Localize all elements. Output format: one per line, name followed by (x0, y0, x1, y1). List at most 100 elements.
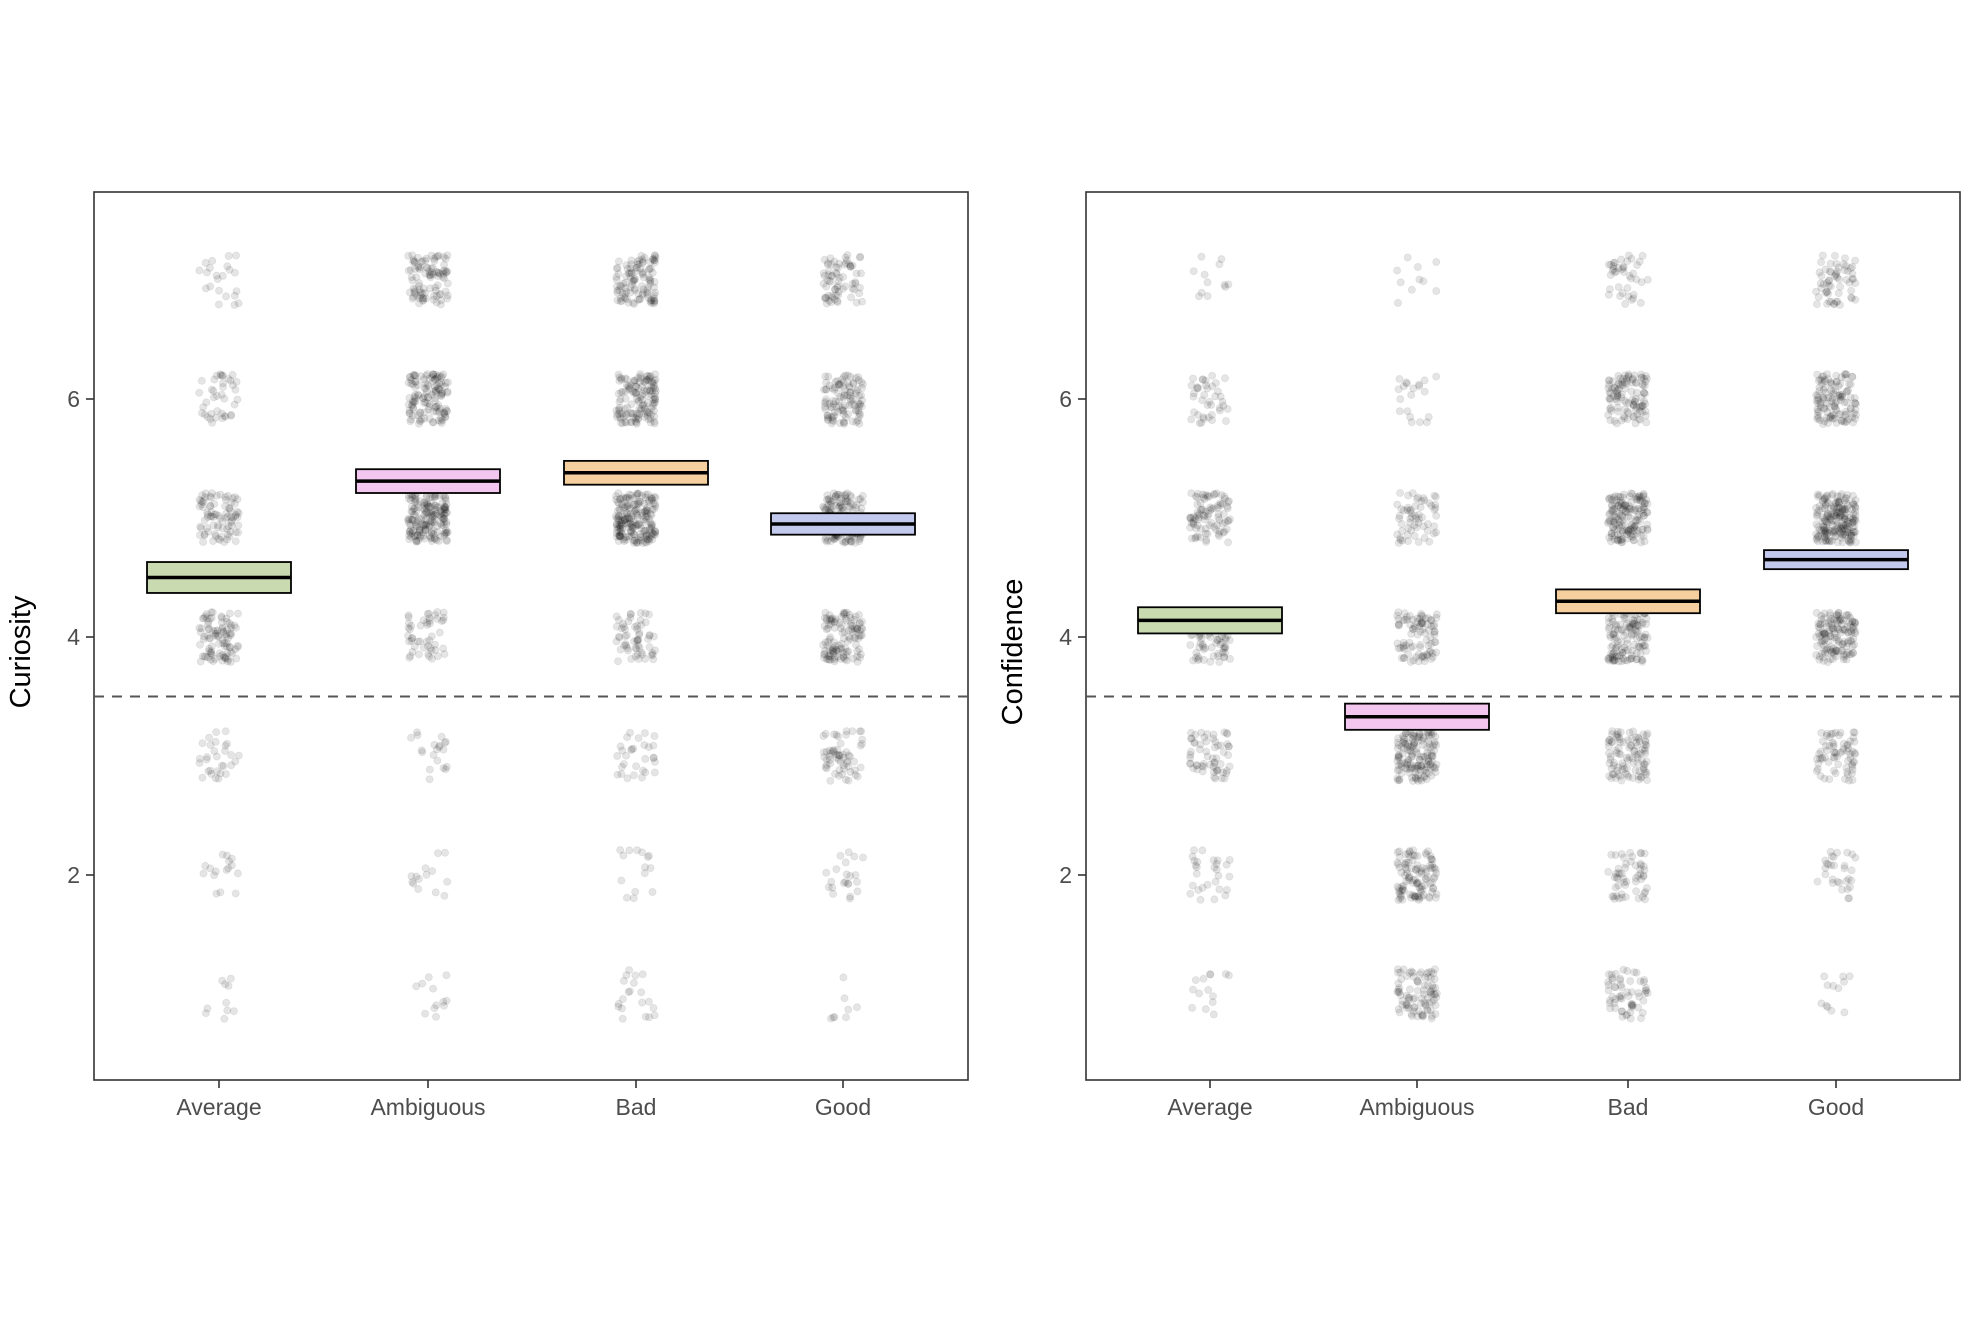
point-bad-5 (623, 514, 632, 523)
point-good-5 (1828, 491, 1837, 500)
point-ambiguous-5 (422, 520, 431, 529)
point-average-3 (220, 747, 229, 756)
point-good-6 (1838, 392, 1847, 401)
point-average-1 (1206, 970, 1215, 979)
point-ambiguous-6 (433, 381, 442, 390)
point-ambiguous-5 (410, 532, 419, 541)
point-ambiguous-6 (409, 403, 418, 412)
point-ambiguous-6 (431, 370, 440, 379)
point-good-3 (1825, 775, 1834, 784)
point-average-6 (218, 371, 227, 380)
point-ambiguous-6 (410, 371, 419, 380)
point-average-4 (199, 614, 208, 623)
point-good-4 (831, 615, 840, 624)
point-bad-5 (1604, 519, 1613, 528)
point-ambiguous-2 (408, 878, 417, 887)
point-average-5 (203, 513, 212, 522)
point-bad-1 (631, 971, 640, 980)
point-average-6 (203, 413, 212, 422)
point-ambiguous-5 (436, 532, 445, 541)
point-bad-1 (619, 976, 628, 985)
point-average-7 (230, 291, 239, 300)
point-bad-3 (637, 773, 646, 782)
point-ambiguous-7 (410, 258, 419, 267)
point-good-3 (1823, 729, 1832, 738)
point-average-7 (205, 263, 214, 272)
point-average-5 (231, 510, 240, 519)
point-bad-7 (650, 297, 659, 306)
point-average-5 (209, 513, 218, 522)
point-good-6 (841, 385, 850, 394)
point-average-4 (203, 653, 212, 662)
point-bad-1 (618, 1004, 627, 1013)
point-ambiguous-5 (428, 512, 437, 521)
point-ambiguous-6 (411, 377, 420, 386)
point-ambiguous-7 (434, 251, 443, 260)
point-ambiguous-4 (431, 611, 440, 620)
point-bad-3 (1629, 759, 1638, 768)
point-average-4 (221, 654, 230, 663)
point-ambiguous-6 (405, 372, 414, 381)
point-average-3 (211, 774, 220, 783)
point-average-6 (209, 393, 218, 402)
point-bad-6 (632, 388, 641, 397)
point-average-5 (199, 503, 208, 512)
point-average-4 (233, 609, 242, 618)
point-bad-7 (630, 286, 639, 295)
point-good-6 (821, 397, 830, 406)
point-ambiguous-6 (404, 400, 413, 409)
point-average-4 (224, 634, 233, 643)
point-bad-4 (645, 631, 654, 640)
point-ambiguous-4 (416, 621, 425, 630)
point-average-7 (223, 262, 232, 271)
point-ambiguous-7 (425, 267, 434, 276)
point-ambiguous-7 (431, 286, 440, 295)
point-ambiguous-7 (409, 257, 418, 266)
point-bad-3 (634, 734, 643, 743)
point-ambiguous-5 (426, 520, 435, 529)
point-average-4 (218, 625, 227, 634)
point-good-3 (856, 763, 865, 772)
point-ambiguous-6 (435, 379, 444, 388)
point-good-2 (824, 883, 833, 892)
point-good-4 (842, 648, 851, 657)
point-average-6 (224, 374, 233, 383)
point-ambiguous-6 (406, 373, 415, 382)
point-bad-6 (1610, 416, 1619, 425)
point-ambiguous-5 (405, 515, 414, 524)
point-average-3 (231, 757, 240, 766)
point-ambiguous-5 (420, 505, 429, 514)
point-ambiguous-5 (1432, 511, 1441, 520)
point-average-7 (230, 300, 239, 309)
point-ambiguous-1 (442, 971, 451, 980)
point-average-4 (222, 642, 231, 651)
point-average-6 (1187, 415, 1196, 424)
point-ambiguous-5 (1431, 492, 1440, 501)
point-bad-1 (614, 1002, 623, 1011)
point-bad-3 (641, 754, 650, 763)
point-ambiguous-4 (1413, 630, 1422, 639)
point-average-4 (214, 632, 223, 641)
point-average-5 (230, 499, 239, 508)
point-ambiguous-4 (404, 611, 413, 620)
point-ambiguous-6 (428, 418, 437, 427)
point-average-6 (218, 382, 227, 391)
point-bad-1 (1626, 1008, 1635, 1017)
point-ambiguous-5 (425, 502, 434, 511)
point-average-5 (203, 508, 212, 517)
point-bad-6 (614, 389, 623, 398)
point-average-5 (214, 534, 223, 543)
point-bad-3 (644, 743, 653, 752)
point-bad-7 (1604, 290, 1613, 299)
point-average-3 (213, 767, 222, 776)
point-ambiguous-5 (432, 522, 441, 531)
point-average-4 (200, 632, 209, 641)
point-average-4 (198, 614, 207, 623)
point-average-5 (196, 522, 205, 531)
point-good-4 (840, 627, 849, 636)
point-good-7 (1836, 282, 1845, 291)
point-good-4 (1829, 625, 1838, 634)
point-ambiguous-3 (1400, 759, 1409, 768)
point-ambiguous-5 (430, 518, 439, 527)
point-good-4 (1850, 640, 1859, 649)
